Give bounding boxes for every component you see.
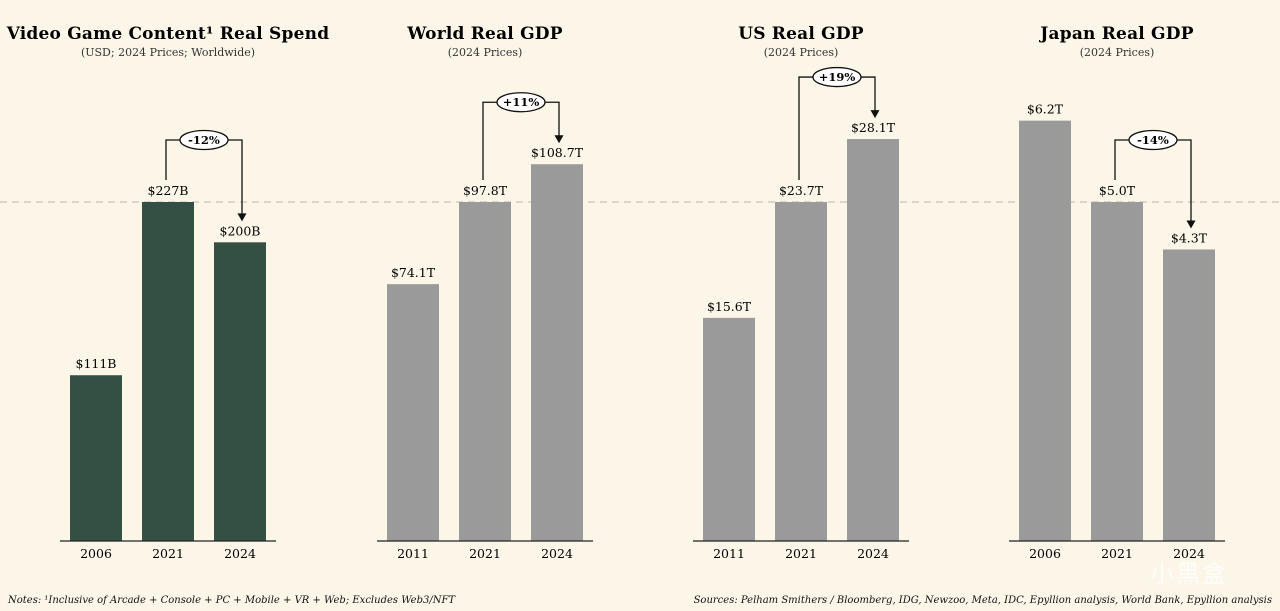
bar-value-label: $4.3T	[1171, 230, 1208, 245]
change-badge	[496, 92, 546, 113]
footnote-notes: Notes: ¹Inclusive of Arcade + Console + …	[8, 595, 456, 606]
chart-title: World Real GDP	[406, 24, 562, 44]
change-badge	[179, 129, 229, 151]
bar-value-label: $28.1T	[851, 120, 896, 135]
x-tick-label: 2021	[785, 546, 817, 561]
bar	[214, 242, 266, 541]
bar	[1163, 249, 1215, 541]
chart-subtitle: (2024 Prices)	[1080, 46, 1155, 59]
bar	[142, 202, 194, 541]
bar	[531, 164, 583, 542]
chart-title: Japan Real GDP	[1038, 24, 1193, 44]
x-tick-label: 2021	[1101, 546, 1133, 561]
change-arrowhead	[870, 110, 880, 119]
x-tick-label: 2021	[152, 546, 184, 561]
change-badge	[1128, 129, 1178, 151]
bar-value-label: $200B	[220, 223, 261, 238]
bar	[459, 202, 511, 541]
bar-value-label: $23.7T	[779, 183, 824, 198]
bar	[70, 375, 122, 541]
bar	[847, 139, 899, 541]
change-arrowhead	[1186, 220, 1196, 229]
x-tick-label: 2006	[80, 546, 112, 561]
bar-value-label: $15.6T	[707, 299, 752, 314]
x-tick-label: 2024	[857, 546, 889, 561]
x-tick-label: 2024	[1173, 546, 1205, 561]
bar	[387, 284, 439, 541]
change-arrowhead	[554, 135, 564, 144]
x-tick-label: 2006	[1029, 546, 1061, 561]
change-percent-label: +11%	[503, 95, 540, 109]
x-tick-label: 2011	[397, 546, 429, 561]
change-badge	[812, 66, 862, 88]
bar-value-label: $227B	[148, 183, 189, 198]
x-tick-label: 2011	[713, 546, 745, 561]
change-percent-label: -12%	[188, 133, 220, 147]
x-tick-label: 2024	[541, 546, 573, 561]
footnote-sources: Sources: Pelham Smithers / Bloomberg, ID…	[693, 595, 1272, 606]
x-tick-label: 2024	[224, 546, 256, 561]
chart-subtitle: (2024 Prices)	[764, 46, 839, 59]
bar-value-label: $97.8T	[463, 183, 508, 198]
change-percent-label: -14%	[1137, 133, 1169, 147]
watermark-logo: 小黑盒	[1150, 560, 1228, 588]
bar-value-label: $5.0T	[1099, 183, 1136, 198]
bar-value-label: $74.1T	[391, 265, 436, 280]
bar-value-label: $111B	[76, 356, 117, 371]
chart-title: US Real GDP	[738, 24, 864, 44]
chart-subtitle: (USD; 2024 Prices; Worldwide)	[81, 46, 255, 59]
bar	[1019, 120, 1071, 541]
change-arrowhead	[237, 213, 247, 222]
change-percent-label: +19%	[819, 70, 856, 84]
bar	[775, 202, 827, 541]
x-tick-label: 2021	[469, 546, 501, 561]
chart-title: Video Game Content¹ Real Spend	[6, 24, 330, 44]
chart-subtitle: (2024 Prices)	[448, 46, 523, 59]
bar-value-label: $6.2T	[1027, 102, 1064, 117]
bar-value-label: $108.7T	[531, 145, 584, 160]
bar	[703, 317, 755, 541]
bar	[1091, 202, 1143, 541]
